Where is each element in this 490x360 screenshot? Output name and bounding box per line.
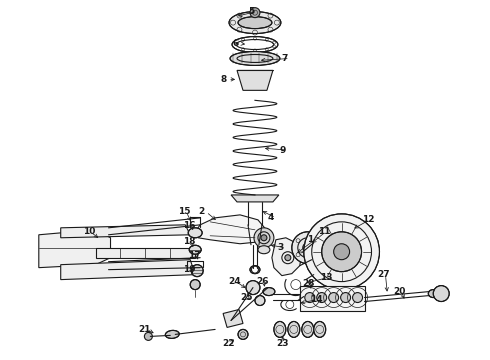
- Text: 11: 11: [318, 227, 330, 236]
- Polygon shape: [195, 215, 268, 244]
- Text: 6: 6: [232, 39, 238, 48]
- Text: 1: 1: [307, 235, 313, 244]
- Circle shape: [317, 293, 327, 302]
- Polygon shape: [300, 285, 365, 311]
- Ellipse shape: [263, 288, 275, 296]
- Circle shape: [292, 232, 324, 264]
- Polygon shape: [61, 260, 195, 280]
- Polygon shape: [39, 230, 111, 268]
- Circle shape: [303, 243, 313, 253]
- Polygon shape: [61, 225, 190, 238]
- Ellipse shape: [428, 289, 438, 298]
- Polygon shape: [223, 310, 243, 328]
- Circle shape: [304, 214, 379, 289]
- Text: 16: 16: [183, 221, 196, 230]
- Text: 18: 18: [183, 237, 196, 246]
- Text: 12: 12: [362, 215, 374, 224]
- Text: 14: 14: [310, 295, 322, 304]
- Text: 15: 15: [178, 207, 191, 216]
- Circle shape: [322, 232, 362, 272]
- Ellipse shape: [229, 12, 281, 33]
- Text: 10: 10: [83, 227, 95, 236]
- Text: 21: 21: [138, 325, 151, 334]
- Circle shape: [255, 296, 265, 306]
- Text: 3: 3: [278, 243, 284, 252]
- Circle shape: [238, 329, 248, 339]
- Ellipse shape: [232, 37, 278, 53]
- Circle shape: [341, 293, 350, 302]
- Ellipse shape: [302, 321, 314, 337]
- Circle shape: [254, 228, 274, 248]
- Ellipse shape: [314, 321, 326, 337]
- Text: 7: 7: [282, 54, 288, 63]
- Circle shape: [329, 293, 339, 302]
- Text: 4: 4: [268, 213, 274, 222]
- Polygon shape: [272, 238, 302, 276]
- Circle shape: [251, 266, 258, 273]
- Ellipse shape: [165, 330, 179, 338]
- Ellipse shape: [230, 51, 280, 66]
- Circle shape: [334, 244, 349, 260]
- Text: 28: 28: [302, 279, 314, 288]
- Text: 22: 22: [222, 339, 235, 348]
- Polygon shape: [231, 195, 279, 202]
- Ellipse shape: [189, 245, 201, 254]
- Ellipse shape: [258, 246, 270, 254]
- Ellipse shape: [145, 332, 152, 340]
- Text: 17: 17: [188, 251, 201, 260]
- Text: 5: 5: [248, 7, 254, 16]
- Text: 13: 13: [319, 273, 332, 282]
- Circle shape: [353, 293, 363, 302]
- Text: 20: 20: [393, 287, 406, 296]
- Circle shape: [246, 280, 260, 294]
- Circle shape: [261, 235, 267, 241]
- Ellipse shape: [188, 228, 202, 238]
- Ellipse shape: [238, 17, 272, 28]
- Ellipse shape: [288, 321, 300, 337]
- Text: 24: 24: [228, 277, 241, 286]
- Text: 25: 25: [240, 293, 252, 302]
- Text: 23: 23: [276, 339, 289, 348]
- Circle shape: [190, 280, 200, 289]
- Text: 9: 9: [280, 145, 286, 154]
- Text: 2: 2: [198, 207, 204, 216]
- Polygon shape: [96, 248, 195, 258]
- Circle shape: [305, 293, 315, 302]
- Circle shape: [285, 255, 291, 261]
- Text: 8: 8: [220, 75, 226, 84]
- Circle shape: [433, 285, 449, 302]
- Text: 26: 26: [256, 277, 269, 286]
- Text: 27: 27: [377, 270, 390, 279]
- Ellipse shape: [274, 321, 286, 337]
- Circle shape: [191, 265, 203, 276]
- Circle shape: [250, 8, 260, 18]
- Polygon shape: [237, 71, 273, 90]
- Ellipse shape: [250, 266, 260, 274]
- Text: 19: 19: [183, 265, 196, 274]
